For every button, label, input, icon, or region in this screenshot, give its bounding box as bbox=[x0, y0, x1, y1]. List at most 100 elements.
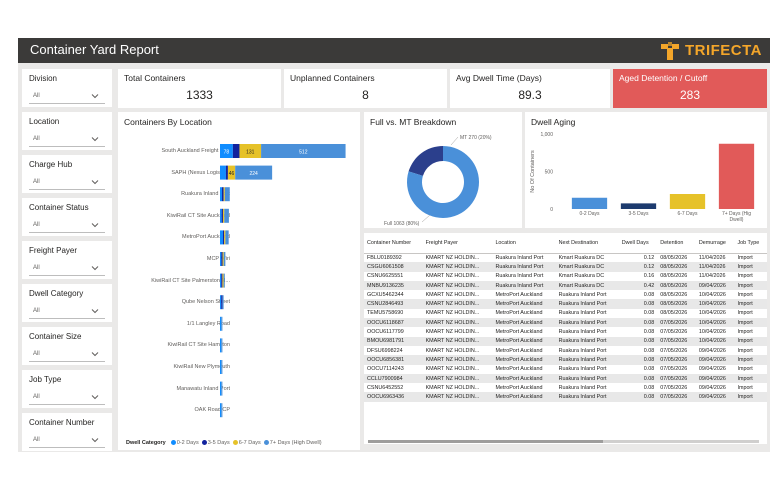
table-cell: 0.08 bbox=[643, 366, 655, 373]
bar-segment[interactable] bbox=[220, 273, 222, 288]
legend-item[interactable]: 3-5 Days bbox=[201, 440, 230, 446]
table-cell: Import bbox=[734, 355, 767, 365]
bar-segment[interactable] bbox=[220, 165, 226, 180]
bar-segment[interactable] bbox=[220, 360, 222, 374]
horizontal-scrollbar[interactable] bbox=[368, 440, 759, 443]
bar-segment[interactable] bbox=[225, 230, 229, 245]
bar-segment[interactable] bbox=[232, 144, 240, 158]
bar-segment[interactable] bbox=[220, 144, 233, 158]
table-row[interactable]: TEMU5758690 KMART NZ HOLDIN... MetroPort A… bbox=[364, 309, 767, 318]
bar-segment[interactable] bbox=[220, 338, 222, 353]
bar-segment[interactable] bbox=[220, 403, 222, 418]
table-row[interactable]: OOCU6963436 KMART NZ HOLDIN... MetroPort A… bbox=[364, 392, 767, 402]
column-header[interactable]: Freight Payer bbox=[422, 233, 493, 254]
slicer-dropdown[interactable]: All bbox=[29, 175, 105, 190]
bar-segment[interactable] bbox=[221, 187, 224, 202]
slicer-container-number: Container Number All bbox=[22, 413, 112, 451]
bar-segment[interactable] bbox=[220, 316, 222, 331]
bar-segment[interactable] bbox=[222, 273, 224, 288]
scrollbar-thumb[interactable] bbox=[368, 440, 603, 443]
bar-segment[interactable] bbox=[221, 403, 223, 418]
bar-segment[interactable] bbox=[220, 295, 222, 310]
table-row[interactable]: CSGU6061508 KMART NZ HOLDIN... Ruakura Inl… bbox=[364, 262, 767, 272]
table-cell: Ruakura Inland Port bbox=[495, 273, 544, 280]
bar-segment[interactable] bbox=[222, 208, 225, 223]
bar-segment[interactable] bbox=[223, 273, 225, 288]
legend-item[interactable]: 0-2 Days bbox=[170, 440, 199, 446]
legend-item[interactable]: 6-7 Days bbox=[232, 440, 261, 446]
table-cell: 07/05/2026 bbox=[657, 373, 696, 384]
table-cell: OOCU6963436 bbox=[364, 392, 423, 402]
table-cell: MetroPort Auckland bbox=[492, 392, 556, 402]
bar-segment[interactable] bbox=[222, 295, 224, 310]
column-header[interactable]: Detention bbox=[657, 233, 696, 254]
column-header[interactable]: Location bbox=[492, 233, 556, 254]
table-row[interactable]: CSNU6452552 KMART NZ HOLDIN... MetroPort A… bbox=[364, 383, 767, 392]
bar-segment[interactable] bbox=[239, 144, 262, 158]
category-label: MetroPort Auckland bbox=[182, 234, 230, 241]
table-row[interactable]: OOCU7114243 KMART NZ HOLDIN... MetroPort A… bbox=[364, 365, 767, 374]
bar-segment[interactable] bbox=[224, 230, 226, 245]
bar-segment[interactable] bbox=[221, 360, 223, 374]
table-row[interactable]: DFSU6998224 KMART NZ HOLDIN... MetroPort A… bbox=[364, 346, 767, 355]
slicer-dropdown[interactable]: All bbox=[29, 261, 105, 276]
table-row[interactable]: OOCU6856381 KMART NZ HOLDIN... MetroPort A… bbox=[364, 355, 767, 365]
table-row[interactable]: CSNU2846493 KMART NZ HOLDIN... MetroPort A… bbox=[364, 299, 767, 309]
bar-segment[interactable] bbox=[221, 208, 223, 223]
bar-segment[interactable] bbox=[261, 144, 346, 158]
bar-segment[interactable] bbox=[220, 187, 222, 202]
aging-bar[interactable] bbox=[571, 197, 608, 209]
bar-segment[interactable] bbox=[221, 273, 223, 288]
column-header[interactable]: Next Destination bbox=[555, 233, 619, 254]
bar-segment[interactable] bbox=[221, 316, 223, 331]
bar-segment[interactable] bbox=[225, 165, 228, 180]
bar-segment[interactable] bbox=[221, 381, 223, 396]
column-header[interactable]: Dwell Days bbox=[618, 233, 658, 254]
aging-bar[interactable] bbox=[669, 194, 706, 209]
bar-segment[interactable] bbox=[222, 252, 224, 266]
slicer-dropdown[interactable]: All bbox=[29, 433, 105, 448]
table-row[interactable]: BMOU6981791 KMART NZ HOLDIN... MetroPort A… bbox=[364, 336, 767, 346]
aging-bar[interactable] bbox=[620, 203, 657, 209]
column-header[interactable]: Demurrage bbox=[695, 233, 735, 254]
slicer-dropdown[interactable]: All bbox=[29, 304, 105, 319]
aging-bar[interactable] bbox=[718, 143, 755, 209]
bar-segment[interactable] bbox=[223, 187, 225, 202]
bar-segment[interactable] bbox=[220, 381, 222, 396]
slicer-dropdown[interactable]: All bbox=[29, 390, 105, 405]
bar-segment[interactable] bbox=[221, 252, 223, 266]
bar-segment[interactable] bbox=[224, 187, 230, 202]
slicer-dropdown[interactable]: All bbox=[29, 218, 105, 233]
table-row[interactable]: CCLU7900984 KMART NZ HOLDIN... MetroPort A… bbox=[364, 373, 767, 384]
bar-segment[interactable] bbox=[220, 230, 223, 245]
column-header[interactable]: Job Type bbox=[734, 233, 767, 254]
slicer-dropdown[interactable]: All bbox=[29, 347, 105, 362]
bar-segment[interactable] bbox=[224, 208, 229, 223]
table-cell: 07/05/2026 bbox=[660, 384, 688, 391]
table-row[interactable]: OOCU6118687 KMART NZ HOLDIN... MetroPort A… bbox=[364, 318, 767, 328]
bar-segment[interactable] bbox=[227, 165, 236, 180]
table-row[interactable]: OOCU6117799 KMART NZ HOLDIN... MetroPort A… bbox=[364, 327, 767, 336]
table-cell: Import bbox=[737, 366, 753, 373]
slicer-value: All bbox=[33, 351, 40, 357]
donut-slice-full[interactable] bbox=[407, 146, 479, 218]
slicer-title: Dwell Category bbox=[29, 289, 84, 298]
donut-slice-mt[interactable] bbox=[408, 146, 443, 176]
table-row[interactable]: GCXU5462344 KMART NZ HOLDIN... MetroPort A… bbox=[364, 290, 767, 299]
column-header[interactable]: Container Number bbox=[364, 233, 423, 254]
bar-segment[interactable] bbox=[223, 252, 226, 266]
bar-segment[interactable] bbox=[221, 338, 223, 353]
table-row[interactable]: MNBU9136235 KMART NZ HOLDIN... Ruakura Inl… bbox=[364, 280, 767, 291]
bar-segment[interactable] bbox=[235, 165, 273, 180]
bar-segment[interactable] bbox=[221, 295, 223, 310]
table-row[interactable]: FBLU0189392 KMART NZ HOLDIN... Ruakura Inl… bbox=[364, 253, 767, 262]
bar-segment[interactable] bbox=[220, 252, 222, 266]
slicer-dropdown[interactable]: All bbox=[29, 132, 105, 147]
slicer-dropdown[interactable]: All bbox=[29, 89, 105, 104]
table-cell: Ruakura Inland Port bbox=[555, 392, 619, 402]
bar-segment[interactable] bbox=[220, 208, 222, 223]
legend-item[interactable]: 7+ Days (High Dwell) bbox=[263, 440, 322, 446]
bar-segment[interactable] bbox=[222, 230, 225, 245]
table-cell: 09/04/2026 bbox=[695, 355, 735, 365]
table-row[interactable]: CSNU6625551 KMART NZ HOLDIN... Ruakura Inl… bbox=[364, 272, 767, 281]
